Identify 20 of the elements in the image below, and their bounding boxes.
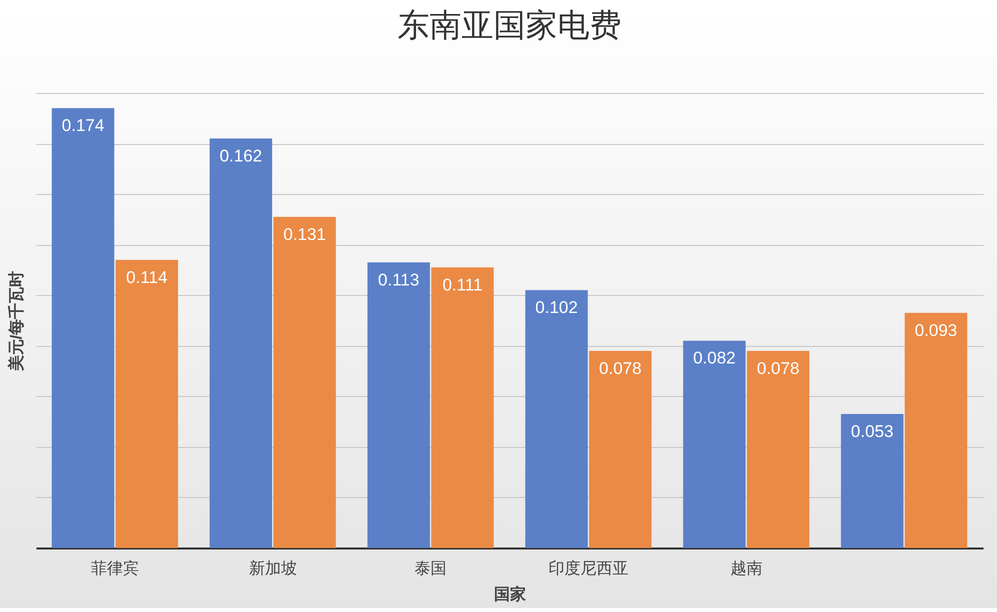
y-axis-title: 美元/每千瓦时 — [6, 270, 26, 372]
data-label: 0.093 — [914, 320, 958, 340]
data-label: 0.162 — [220, 146, 262, 166]
data-label: 0.078 — [599, 358, 642, 378]
data-label: 0.078 — [756, 358, 800, 378]
x-tick-label: 印度尼西亚 — [548, 560, 628, 578]
data-label: 0.102 — [535, 298, 578, 318]
x-tick-label: 新加坡 — [248, 560, 297, 578]
data-label: 0.131 — [283, 224, 326, 244]
x-axis-title: 国家 — [494, 584, 526, 604]
chart-title: 东南亚国家电费 — [398, 7, 622, 43]
x-tick-label: 越南 — [730, 560, 762, 578]
x-tick-label: 泰国 — [414, 560, 447, 578]
data-label: 0.053 — [850, 422, 894, 442]
data-label: 0.174 — [62, 116, 104, 136]
x-tick-label: 菲律宾 — [90, 560, 139, 578]
data-label: 0.111 — [442, 275, 482, 294]
data-label: 0.113 — [378, 270, 420, 290]
data-label: 0.082 — [693, 348, 736, 368]
data-label: 0.114 — [126, 268, 168, 287]
